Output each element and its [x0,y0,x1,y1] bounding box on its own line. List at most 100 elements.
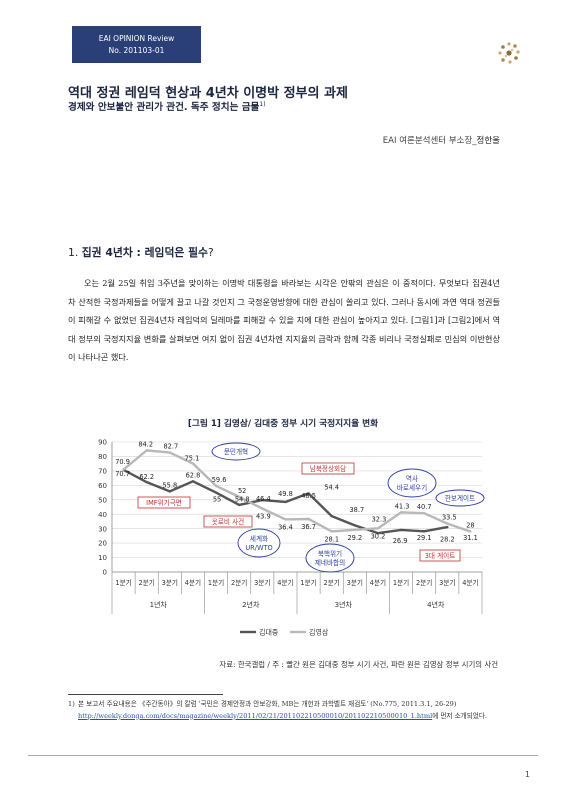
series-point [376,527,380,530]
annotation-circle [435,489,485,507]
series-point [446,525,449,529]
figure-source: 자료: 한국갤럽 / 주 : 빨간 원은 김대중 정부 시기 사건, 파란 원은… [219,660,498,669]
series-point [330,514,333,518]
series-point [284,518,287,521]
x-group-label: 4년차 [427,600,445,609]
y-tick-label: 10 [98,554,107,562]
section-heading: 1. 집권 4년차 : 레임덕은 필수? [68,244,214,260]
footnote-text-end: 에 먼저 소개되었다. [432,711,488,720]
y-tick-label: 0 [103,569,107,577]
section-number: 1. [68,246,79,259]
x-tick-label: 4분기 [185,578,201,587]
y-tick-label: 90 [98,439,107,447]
series-point [307,492,310,495]
data-label: 31.1 [463,534,478,542]
data-label: 52 [238,487,246,495]
legend-label: 김영삼 [309,628,329,637]
x-tick-label: 3분기 [254,578,270,587]
annotation-box [137,496,191,509]
y-tick-label: 30 [98,525,107,533]
series-point [237,503,241,507]
annotation-text: 제네바합의 [315,558,345,567]
data-label: 32.3 [372,515,387,523]
data-label: 54.4 [324,483,339,491]
annotation-circle [387,468,437,498]
data-label: 40.7 [417,503,432,511]
annotation-text: 남북정상회담 [310,464,346,473]
author-affiliation: EAI 여론분석센터 부소장_ [382,136,477,146]
y-tick-label: 70 [98,467,107,475]
x-tick-label: 4분기 [462,578,478,587]
chart-series [122,449,472,535]
x-tick-label: 4분기 [370,578,386,587]
footnote-mark: 1) [68,700,75,708]
article-subtitle: 경제와 안보불안 관리가 관건. 독주 정치는 금물1) [68,99,266,113]
section-title: 집권 4년차 : 레임덕은 필수 [81,246,208,259]
report-number: No. 201103-01 [108,46,165,55]
x-tick-label: 1분기 [393,578,409,587]
dot-cluster-logo-icon [498,42,520,64]
approval-line-chart: 0 10 20 30 40 50 60 70 80 90 1분기 2분기 3분기 4분기 1분기 2분기 3분기… [98,439,485,637]
footnote-ref[interactable]: 1) [259,100,266,108]
data-label: 70.9 [115,458,130,466]
x-tick-label: 1분기 [300,578,316,587]
data-label: 41.3 [395,502,410,510]
data-label: 55 [213,496,221,504]
annotation-text: IMF위기극면 [146,498,182,507]
series-point [168,490,172,493]
series-point [122,468,125,471]
chart-value-labels: 70.9 84.2 82.7 75.1 70.7 62.2 55.8 62.8 59.6 55 52… [115,440,478,545]
series-point [191,480,195,483]
author-name: 정한울 [476,136,500,146]
chart-legend: 김대중 김영삼 [240,628,329,637]
annotation-text: 역사 [406,474,418,483]
x-tick-label: 2분기 [139,578,155,587]
data-label: 48.5 [301,492,316,500]
data-label: 36.4 [278,523,293,531]
x-tick-label: 2분기 [231,578,247,587]
data-label: 46.4 [256,495,271,503]
author-line: EAI 여론분석센터 부소장_정한울 [383,134,500,146]
series-point [446,522,449,525]
series-point [307,517,310,521]
annotation-circle [237,528,281,558]
section-qmark: ? [207,246,214,259]
data-label: 59.6 [212,476,227,484]
data-label: 36.7 [301,523,316,531]
y-tick-label: 60 [98,482,107,490]
series-point [399,528,403,532]
series-point [284,500,287,504]
chart-axes: 0 10 20 30 40 50 60 70 80 90 1분기 2분기 3분기 4분기 1분기 2분기 3분기… [98,439,483,614]
series-point [145,480,148,484]
annotation-text: 바로세우기 [397,483,427,492]
data-label: 49.8 [278,490,293,498]
series-line-kim-young-sam [122,449,471,533]
page-bottom-rule [28,755,538,756]
annotation-box [301,462,355,475]
series-point [376,531,380,535]
data-label: 38.7 [349,506,364,514]
annotation-box [203,515,253,528]
annotation-box [419,549,461,562]
x-group-label: 1년차 [150,600,168,609]
series-point [399,511,403,514]
data-label: 26.9 [393,537,408,545]
subtitle-text: 경제와 안보불안 관리가 관건. 독주 정치는 금물 [68,102,260,113]
x-tick-label: 1분기 [115,578,131,587]
annotation-text: UR/WTO [245,544,272,552]
x-group-label: 2년차 [242,600,260,609]
x-tick-label: 2분기 [416,578,432,587]
data-label: 55.8 [162,481,177,489]
data-label: 28.1 [324,535,339,543]
footnote: 1) 본 보고서 주요내용은 《주간동아》의 칼럼 '국민은 경제안정과 안보강… [68,699,500,722]
legend-label: 김대중 [259,629,279,637]
footnote-link[interactable]: http://weekly.donga.com/docs/magazine/we… [78,711,433,720]
series-point [214,491,218,494]
annotation-text: 옷로비 사건 [212,517,244,526]
x-tick-label: 3분기 [347,578,363,587]
series-point [145,449,148,452]
footnote-text: 본 보고서 주요내용은 《주간동아》의 칼럼 '국민은 경제안정과 안보강화, … [78,700,457,708]
annotation-circle [305,543,355,573]
annotation-text: 문민개혁 [224,447,248,456]
